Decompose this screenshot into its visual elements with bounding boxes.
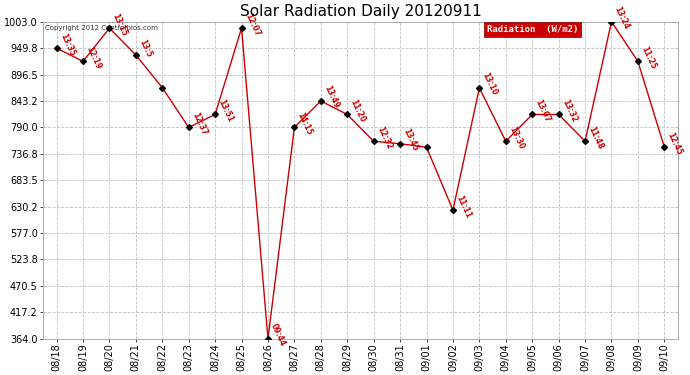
- Text: 13:51: 13:51: [217, 98, 235, 123]
- Text: 13:5: 13:5: [137, 39, 153, 59]
- Text: 13:07: 13:07: [533, 98, 552, 124]
- Text: 12:45: 12:45: [666, 131, 684, 156]
- Text: 12:07: 12:07: [243, 12, 262, 38]
- Text: 14:15: 14:15: [296, 111, 314, 136]
- Text: Copyright 2012 Controlbios.com: Copyright 2012 Controlbios.com: [45, 25, 157, 31]
- Text: 13:45: 13:45: [402, 127, 420, 153]
- Text: 12:32: 12:32: [375, 125, 393, 150]
- Text: 13:10: 13:10: [481, 72, 499, 97]
- Text: 12:37: 12:37: [190, 111, 208, 136]
- Text: 13:49: 13:49: [322, 84, 340, 110]
- Text: 09:44: 09:44: [269, 322, 288, 348]
- Text: 13:24: 13:24: [613, 5, 631, 31]
- Text: 11:11: 11:11: [454, 194, 473, 219]
- Text: 13:32: 13:32: [560, 98, 578, 124]
- Text: 13:35: 13:35: [58, 32, 76, 57]
- Text: 12:19: 12:19: [84, 45, 103, 70]
- Text: 13:30: 13:30: [507, 125, 526, 150]
- Text: 11:48: 11:48: [586, 125, 605, 150]
- Title: Solar Radiation Daily 20120911: Solar Radiation Daily 20120911: [239, 4, 482, 19]
- Text: Radiation  (W/m2): Radiation (W/m2): [487, 25, 579, 34]
- Text: 11:20: 11:20: [348, 98, 367, 124]
- Text: 13:15: 13:15: [110, 12, 129, 37]
- Text: 11:25: 11:25: [639, 45, 658, 70]
